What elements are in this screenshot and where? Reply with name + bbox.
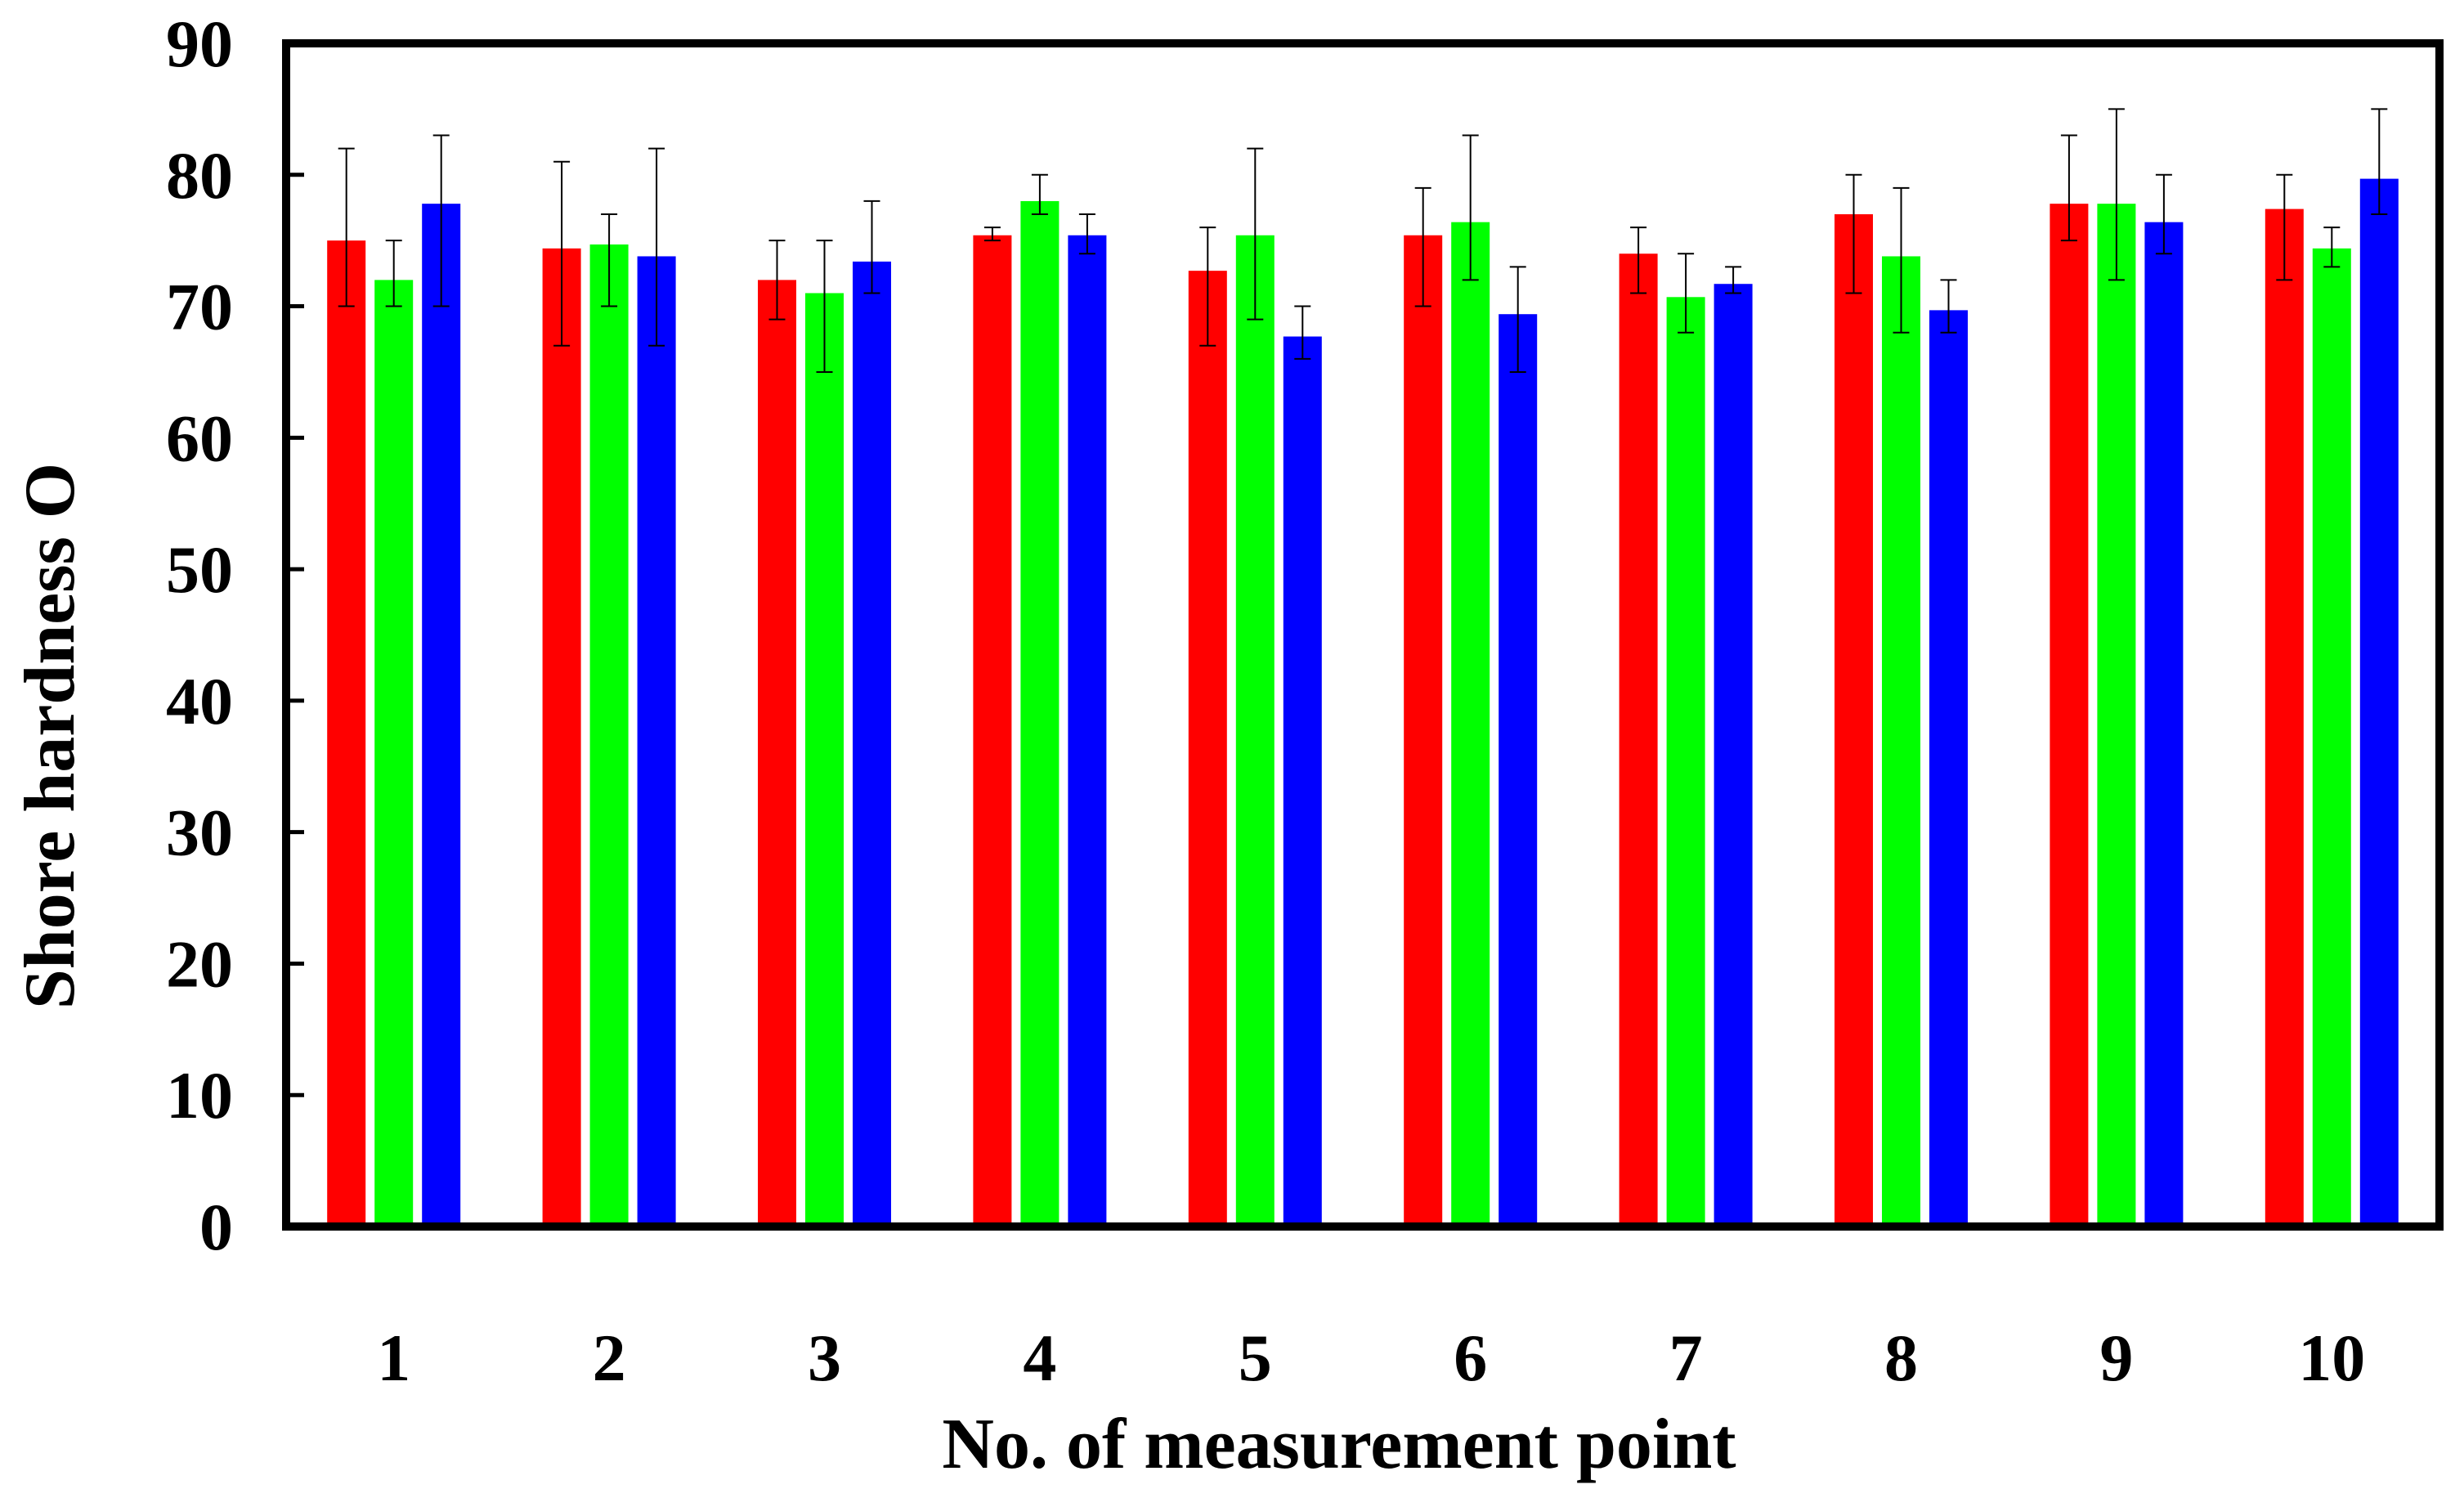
error-bar	[816, 240, 833, 373]
bar	[973, 235, 1012, 1227]
error-bar	[863, 200, 880, 294]
bar	[1020, 200, 1060, 1227]
bar	[422, 204, 461, 1227]
bar	[1068, 235, 1107, 1227]
bar	[2097, 204, 2136, 1227]
error-bar	[2155, 173, 2172, 255]
bar	[1929, 310, 1968, 1227]
bar	[542, 248, 581, 1227]
error-bar	[1247, 147, 1264, 321]
x-tick-label: 8	[1884, 1321, 1918, 1395]
y-tick-label: 20	[166, 926, 233, 1001]
bar	[2312, 248, 2351, 1227]
error-bar	[2371, 108, 2388, 216]
y-tick-label: 80	[166, 138, 233, 213]
x-axis-ticks: 1 2 3 4 5 6 7 8 9 10	[377, 1321, 2365, 1395]
bar	[1666, 297, 1705, 1227]
error-bar	[338, 147, 355, 307]
bar	[374, 280, 414, 1227]
bar	[637, 256, 676, 1227]
error-bar	[1845, 173, 1862, 294]
error-bar	[768, 240, 786, 321]
error-bar	[2060, 134, 2077, 242]
error-bar	[2323, 226, 2341, 268]
bar	[1235, 235, 1275, 1227]
error-bars-layer	[338, 108, 2388, 373]
error-bar	[1078, 213, 1095, 255]
error-bar	[1199, 226, 1216, 347]
error-bar	[432, 134, 450, 307]
y-tick-label: 30	[166, 796, 233, 870]
bar	[1404, 235, 1443, 1227]
bar	[2265, 209, 2304, 1227]
x-axis-label: No. of measurement point	[942, 1405, 1736, 1484]
error-bar	[983, 226, 1001, 242]
x-tick-label: 4	[1023, 1321, 1056, 1395]
bar	[805, 293, 844, 1227]
error-bar	[1294, 305, 1311, 360]
error-bar	[1031, 173, 1048, 216]
x-tick-label: 3	[808, 1321, 841, 1395]
x-tick-label: 10	[2298, 1321, 2365, 1395]
y-axis-label: Shore hardness O	[11, 463, 90, 1009]
y-tick-label: 0	[199, 1190, 233, 1264]
bar	[758, 280, 796, 1227]
y-tick-label: 90	[166, 7, 233, 81]
x-tick-label: 9	[2099, 1321, 2133, 1395]
bar	[2359, 178, 2399, 1227]
error-bar	[1678, 253, 1695, 334]
bar	[1283, 336, 1322, 1227]
error-bar	[2276, 173, 2293, 281]
y-axis-ticks: 0 10 20 30 40 50 60 70 80 90	[166, 7, 304, 1264]
bar	[2144, 222, 2184, 1227]
bar	[853, 261, 891, 1227]
error-bar	[385, 240, 402, 307]
error-bar	[1940, 279, 1957, 334]
bar	[327, 240, 366, 1227]
y-tick-label: 50	[166, 532, 233, 607]
bar	[1499, 314, 1538, 1227]
y-tick-label: 70	[166, 270, 233, 344]
error-bar	[553, 160, 571, 347]
bar	[2050, 204, 2089, 1227]
y-tick-label: 40	[166, 664, 233, 738]
y-tick-label: 60	[166, 401, 233, 475]
bar	[1882, 256, 1920, 1227]
error-bar	[1462, 134, 1479, 281]
x-tick-label: 5	[1239, 1321, 1272, 1395]
error-bar	[1509, 266, 1526, 373]
x-tick-label: 2	[593, 1321, 626, 1395]
error-bar	[1725, 266, 1742, 294]
bar	[1451, 222, 1490, 1227]
error-bar	[1630, 226, 1647, 294]
bar	[1188, 271, 1227, 1227]
error-bar	[2108, 108, 2125, 281]
y-tick-label: 10	[166, 1058, 233, 1132]
error-bar	[648, 147, 665, 347]
x-tick-label: 7	[1669, 1321, 1703, 1395]
bar	[1619, 253, 1658, 1227]
x-tick-label: 6	[1454, 1321, 1487, 1395]
bar	[1835, 214, 1873, 1227]
bars-layer	[327, 178, 2399, 1227]
error-bar	[1893, 186, 1910, 334]
bar	[589, 244, 629, 1227]
plot-frame	[282, 39, 2444, 1231]
x-tick-label: 1	[377, 1321, 410, 1395]
bar	[1714, 284, 1753, 1227]
error-bar	[601, 213, 618, 307]
error-bar	[1414, 186, 1431, 307]
